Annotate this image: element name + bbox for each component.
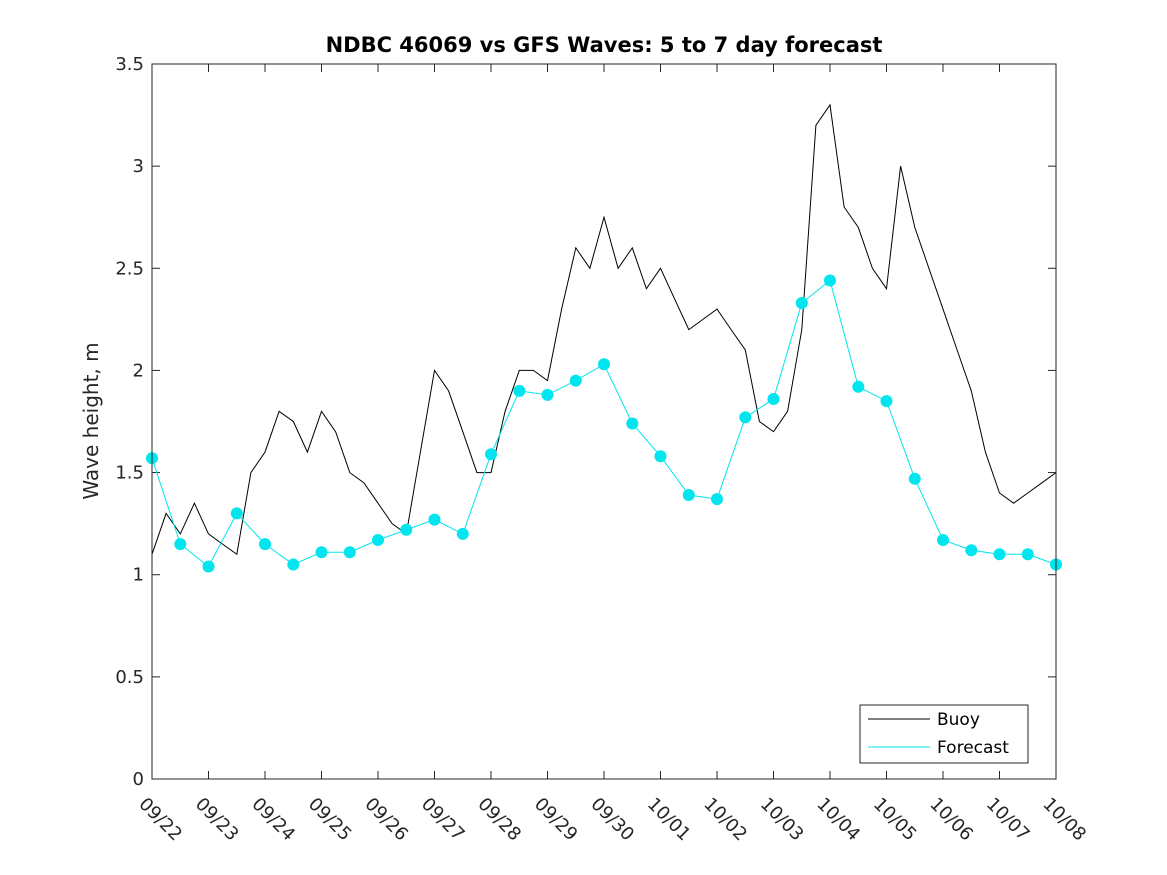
forecast-point [993,548,1006,561]
forecast-point [880,395,893,408]
forecast-point [824,274,836,287]
forecast-point [711,493,723,506]
forecast-point [739,411,752,424]
forecast-point [852,380,865,393]
forecast-point [767,393,780,405]
forecast-point [202,560,215,573]
forecast-point [541,388,554,401]
legend-label-buoy: Buoy [937,710,980,730]
forecast-point [965,544,978,557]
plot-area [152,64,1056,779]
y-tick-label: 0.5 [115,667,144,688]
chart-title: NDBC 46069 vs GFS Waves: 5 to 7 day fore… [326,33,883,57]
forecast-point [626,417,639,430]
series-line-buoy [151,103,1057,556]
forecast-point [174,538,187,551]
legend-box [859,704,1029,764]
forecast-point [513,384,526,397]
forecast-point [569,374,582,387]
y-axis-ticks: 0 0.5 1 1.5 2 2.5 3 3.5 [115,54,1056,790]
legend: Buoy Forecast [859,704,1029,764]
forecast-point [795,297,808,309]
forecast-point [908,472,921,485]
forecast-point [456,527,469,540]
y-axis-label: Wave height, m [79,342,103,499]
forecast-point [485,448,497,461]
forecast-point [682,489,695,501]
y-tick-label: 3.5 [115,54,144,75]
y-tick-label: 3 [133,156,144,177]
forecast-point [428,513,441,526]
plot-box [151,63,1057,780]
y-tick-label: 2 [133,360,144,381]
forecast-point [598,358,610,371]
forecast-point [1021,548,1034,561]
forecast-point [654,450,667,463]
forecast-point [937,534,949,546]
y-tick-label: 1 [133,565,144,586]
forecast-point [372,534,384,546]
y-tick-label: 1.5 [115,463,144,484]
forecast-point [259,538,271,551]
forecast-point [230,507,243,520]
forecast-point [287,558,300,571]
y-tick-label: 2.5 [115,258,144,279]
legend-label-forecast: Forecast [937,738,1009,758]
y-tick-label: 0 [133,769,144,790]
forecast-point [315,546,328,559]
series-layer [146,103,1062,573]
forecast-point [343,546,356,559]
forecast-point [400,523,413,536]
